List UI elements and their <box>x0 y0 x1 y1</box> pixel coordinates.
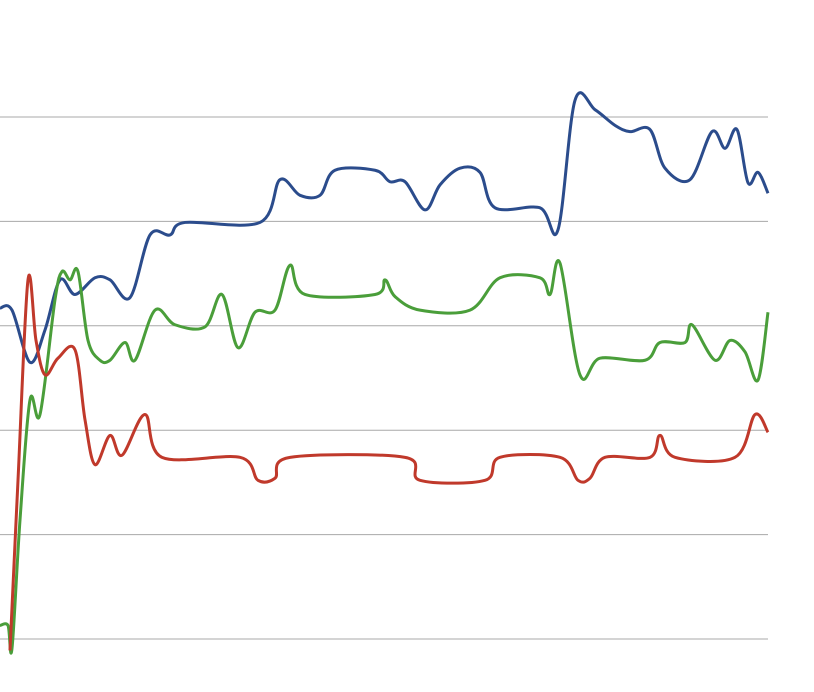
series-line <box>8 273 770 651</box>
series-line <box>0 259 770 655</box>
series-line <box>0 91 770 364</box>
